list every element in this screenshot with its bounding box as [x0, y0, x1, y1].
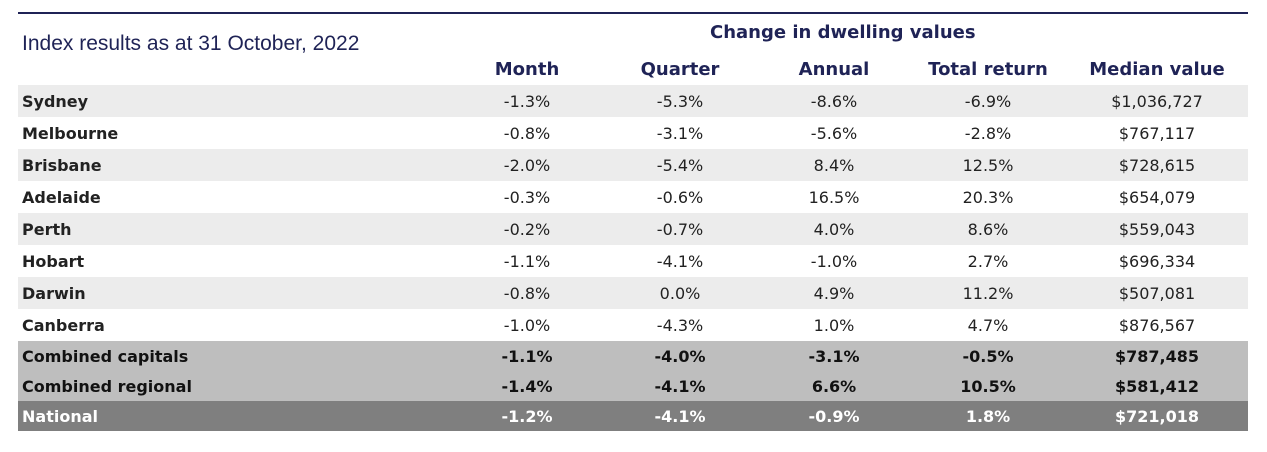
column-header-month: Month — [494, 59, 560, 80]
month-cell: -2.0% — [503, 155, 551, 175]
total-return-cell: 4.7% — [967, 315, 1009, 335]
total-return-cell: -0.5% — [962, 346, 1014, 366]
month-cell: -0.2% — [503, 219, 551, 239]
median-value-cell: $559,043 — [1118, 219, 1196, 239]
median-value-cell: $721,018 — [1114, 406, 1200, 426]
row-name: Hobart — [22, 251, 85, 271]
quarter-cell: -5.4% — [656, 155, 704, 175]
top-rule — [18, 12, 1248, 14]
column-header-quarter: Quarter — [640, 59, 720, 80]
month-cell: -1.2% — [501, 406, 553, 426]
annual-cell: -0.9% — [808, 406, 860, 426]
table-row: Sydney -1.3% -5.3% -8.6% -6.9% $1,036,72… — [18, 85, 1248, 117]
median-value-cell: $696,334 — [1118, 251, 1196, 271]
total-return-cell: -2.8% — [964, 123, 1012, 143]
column-header-annual: Annual — [798, 59, 870, 80]
median-value-cell: $654,079 — [1118, 187, 1196, 207]
annual-cell: 16.5% — [808, 187, 860, 207]
median-value-cell: $1,036,727 — [1111, 91, 1203, 111]
row-name: Combined regional — [22, 376, 192, 396]
table-row: Melbourne -0.8% -3.1% -5.6% -2.8% $767,1… — [18, 117, 1248, 149]
annual-cell: -8.6% — [810, 91, 858, 111]
month-cell: -0.8% — [503, 123, 551, 143]
median-value-cell: $581,412 — [1114, 376, 1200, 396]
row-name: Darwin — [22, 283, 86, 303]
annual-cell: -5.6% — [810, 123, 858, 143]
total-return-cell: 2.7% — [967, 251, 1009, 271]
column-header-median-value: Median value — [1089, 59, 1225, 80]
row-name: National — [22, 406, 98, 426]
total-return-cell: 1.8% — [965, 406, 1011, 426]
table-row: Hobart -1.1% -4.1% -1.0% 2.7% $696,334 — [18, 245, 1248, 277]
table-row: Brisbane -2.0% -5.4% 8.4% 12.5% $728,615 — [18, 149, 1248, 181]
quarter-cell: -4.3% — [656, 315, 704, 335]
month-cell: -0.3% — [503, 187, 551, 207]
quarter-cell: -4.0% — [654, 346, 706, 366]
row-name: Combined capitals — [22, 346, 189, 366]
results-table: Sydney -1.3% -5.3% -8.6% -6.9% $1,036,72… — [18, 85, 1248, 431]
annual-cell: 1.0% — [813, 315, 855, 335]
quarter-cell: -3.1% — [656, 123, 704, 143]
total-return-cell: 11.2% — [962, 283, 1014, 303]
month-cell: -0.8% — [503, 283, 551, 303]
table-title: Index results as at 31 October, 2022 — [22, 32, 360, 55]
total-return-cell: -6.9% — [964, 91, 1012, 111]
column-header-total-return: Total return — [928, 59, 1048, 80]
quarter-cell: -4.1% — [656, 251, 704, 271]
table-row-combined-capitals: Combined capitals -1.1% -4.0% -3.1% -0.5… — [18, 341, 1248, 371]
annual-cell: 8.4% — [813, 155, 855, 175]
median-value-cell: $507,081 — [1118, 283, 1196, 303]
median-value-cell: $767,117 — [1118, 123, 1196, 143]
table-row-national: National -1.2% -4.1% -0.9% 1.8% $721,018 — [18, 401, 1248, 431]
row-name: Canberra — [22, 315, 105, 335]
quarter-cell: 0.0% — [659, 283, 701, 303]
quarter-cell: -4.1% — [654, 376, 706, 396]
table-row: Canberra -1.0% -4.3% 1.0% 4.7% $876,567 — [18, 309, 1248, 341]
median-value-cell: $787,485 — [1114, 346, 1200, 366]
total-return-cell: 8.6% — [967, 219, 1009, 239]
quarter-cell: -0.6% — [656, 187, 704, 207]
total-return-cell: 10.5% — [960, 376, 1016, 396]
median-value-cell: $728,615 — [1118, 155, 1196, 175]
month-cell: -1.0% — [503, 315, 551, 335]
table-row: Perth -0.2% -0.7% 4.0% 8.6% $559,043 — [18, 213, 1248, 245]
quarter-cell: -5.3% — [656, 91, 704, 111]
table-row-combined-regional: Combined regional -1.4% -4.1% 6.6% 10.5%… — [18, 371, 1248, 401]
total-return-cell: 12.5% — [962, 155, 1014, 175]
row-name: Sydney — [22, 91, 89, 111]
total-return-cell: 20.3% — [962, 187, 1014, 207]
row-name: Melbourne — [22, 123, 119, 143]
quarter-cell: -4.1% — [654, 406, 706, 426]
annual-cell: 6.6% — [811, 376, 857, 396]
month-cell: -1.4% — [501, 376, 553, 396]
row-name: Brisbane — [22, 155, 102, 175]
row-name: Perth — [22, 219, 72, 239]
annual-cell: 4.9% — [813, 283, 855, 303]
month-cell: -1.1% — [503, 251, 551, 271]
group-header: Change in dwelling values — [710, 22, 976, 43]
month-cell: -1.3% — [503, 91, 551, 111]
month-cell: -1.1% — [501, 346, 553, 366]
annual-cell: 4.0% — [813, 219, 855, 239]
table-row: Darwin -0.8% 0.0% 4.9% 11.2% $507,081 — [18, 277, 1248, 309]
table-row: Adelaide -0.3% -0.6% 16.5% 20.3% $654,07… — [18, 181, 1248, 213]
row-name: Adelaide — [22, 187, 101, 207]
annual-cell: -1.0% — [810, 251, 858, 271]
median-value-cell: $876,567 — [1118, 315, 1196, 335]
annual-cell: -3.1% — [808, 346, 860, 366]
quarter-cell: -0.7% — [656, 219, 704, 239]
